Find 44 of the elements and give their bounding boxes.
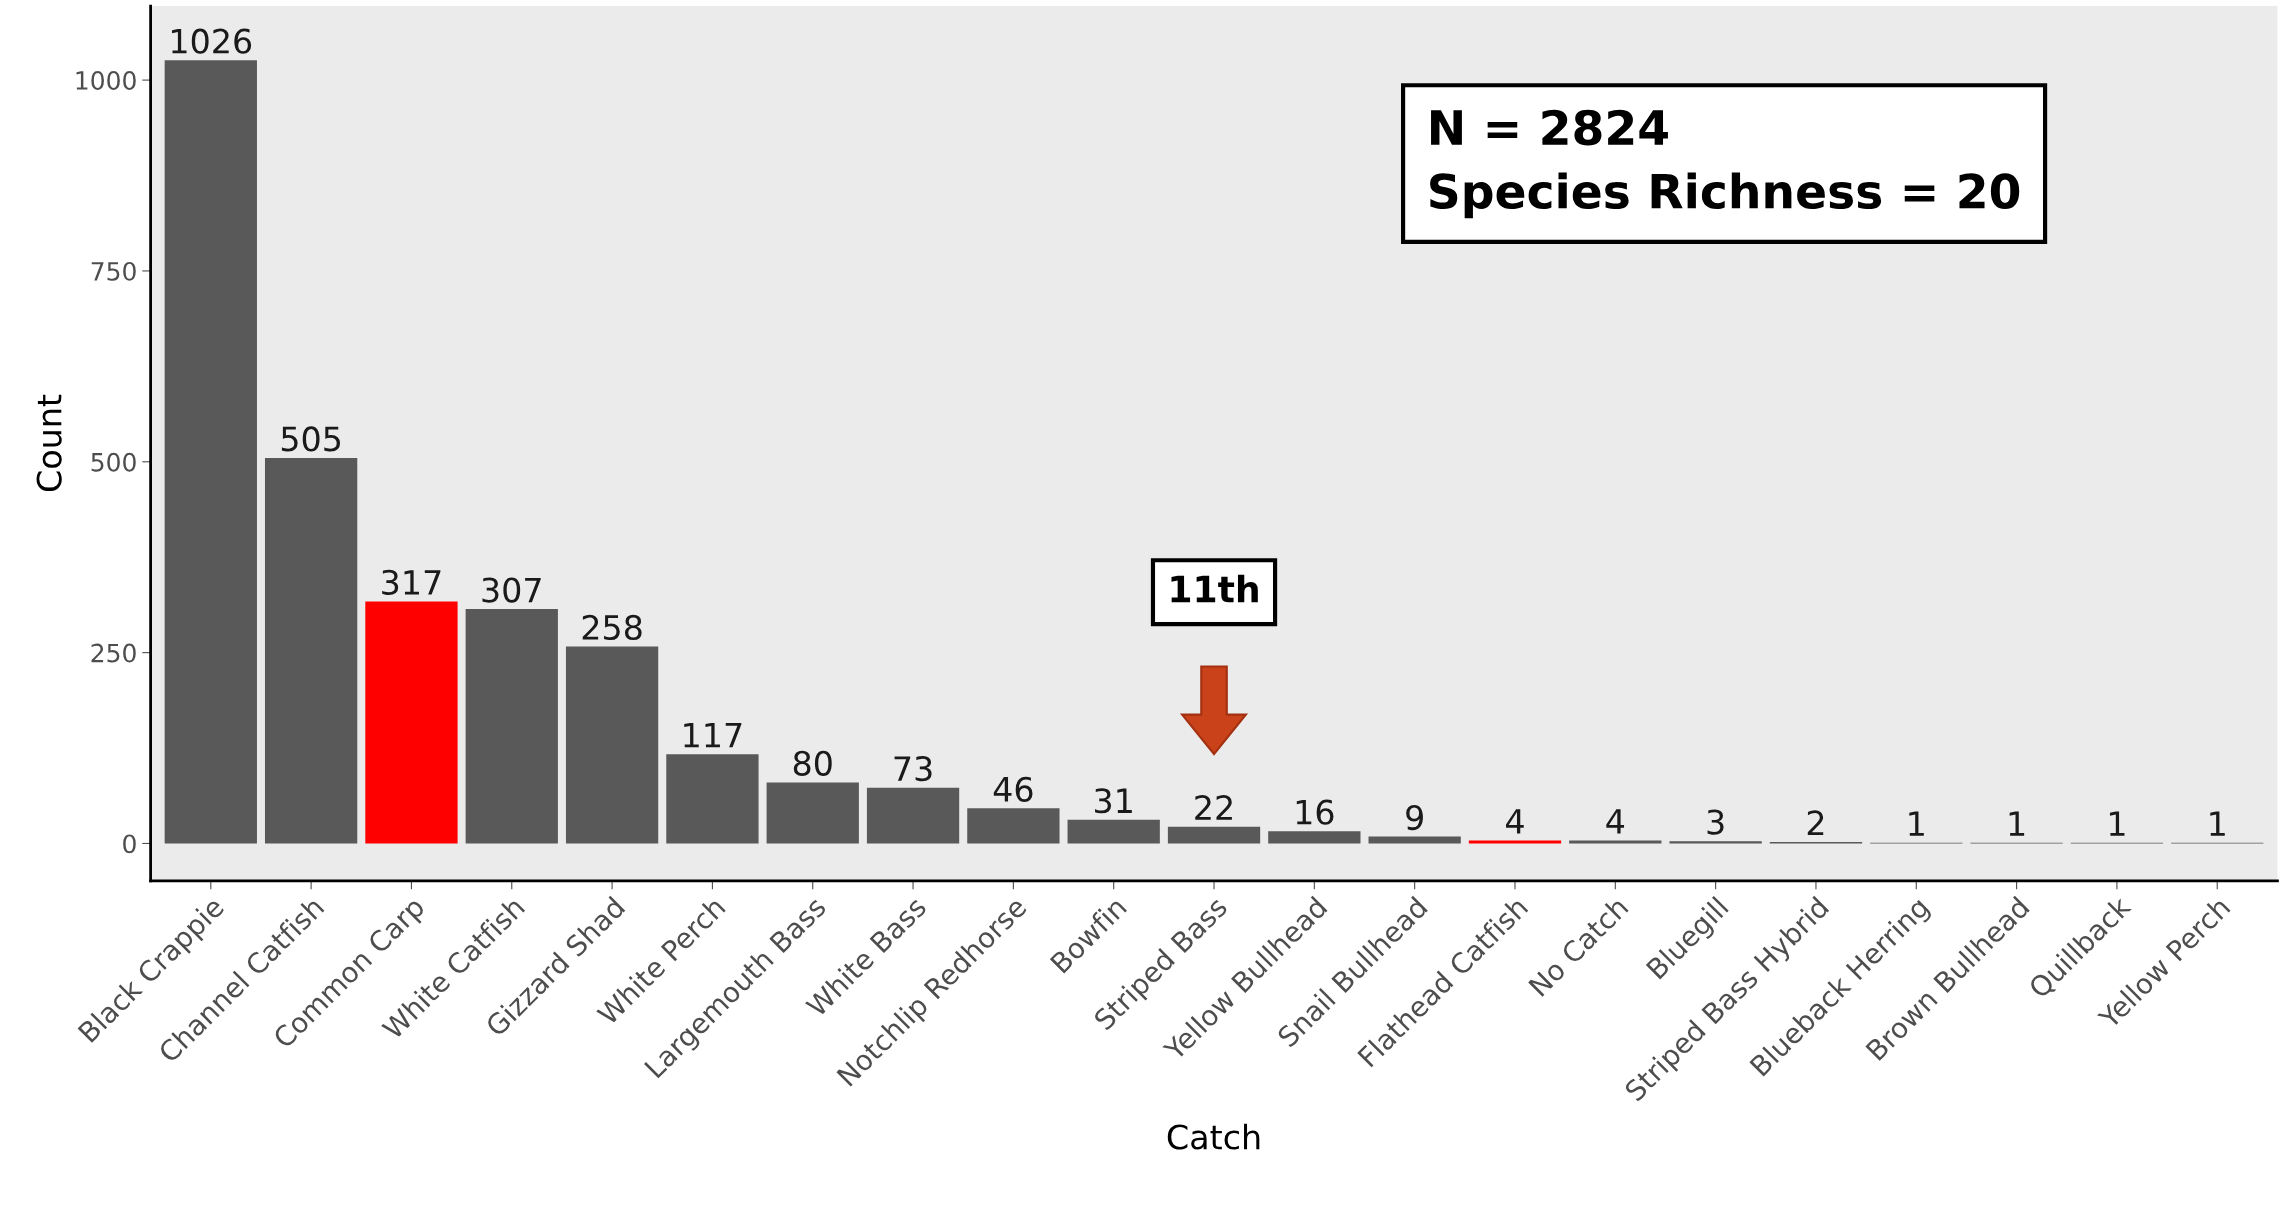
data-label: 31 [1095,788,1132,814]
bar [1167,826,1261,844]
data-label: 9 [1406,804,1423,831]
bar [1468,840,1562,844]
annotation: N = 2824 Species Richness = 20 [1430,109,2020,219]
data-label: 80 [793,750,832,776]
data-label: 1 [2109,811,2125,836]
bar [365,601,458,844]
data-label: 4 [1506,809,1524,834]
data-label: 3 [1707,809,1724,835]
data-label: 505 [281,426,341,452]
data-label: 16 [1296,799,1334,825]
bar [565,646,659,844]
x-axis-title: Catch [1167,1123,1260,1150]
annotation: 11th [1171,574,1258,603]
data-label: 1026 [172,28,252,54]
bar [666,754,759,844]
y-tick-label: 250 [91,643,136,663]
data-label: 117 [684,722,742,748]
bar [967,808,1060,844]
data-label: 46 [993,776,1033,802]
y-tick-label: 0 [123,834,136,854]
data-label: 1 [2009,811,2025,836]
y-axis-title: Count [36,394,62,492]
y-tick-label: 1000 [76,71,136,90]
data-label: 4 [1606,809,1625,834]
bar [766,782,859,844]
data-label: 307 [482,577,541,603]
data-label: 258 [582,614,642,641]
bar [1067,819,1160,844]
bar [465,609,558,844]
data-label: 1 [1909,811,1924,836]
bar [164,60,257,844]
data-label: 317 [382,569,441,596]
data-label: 1 [2210,811,2225,836]
bar [1569,840,1662,844]
data-label: 22 [1195,795,1232,820]
bar [264,457,358,844]
bar [1268,831,1361,844]
data-label: 73 [894,756,932,782]
y-tick-label: 500 [91,452,136,472]
bar [866,787,960,844]
y-tick-label: 750 [91,261,136,281]
data-label: 2 [1807,810,1824,836]
